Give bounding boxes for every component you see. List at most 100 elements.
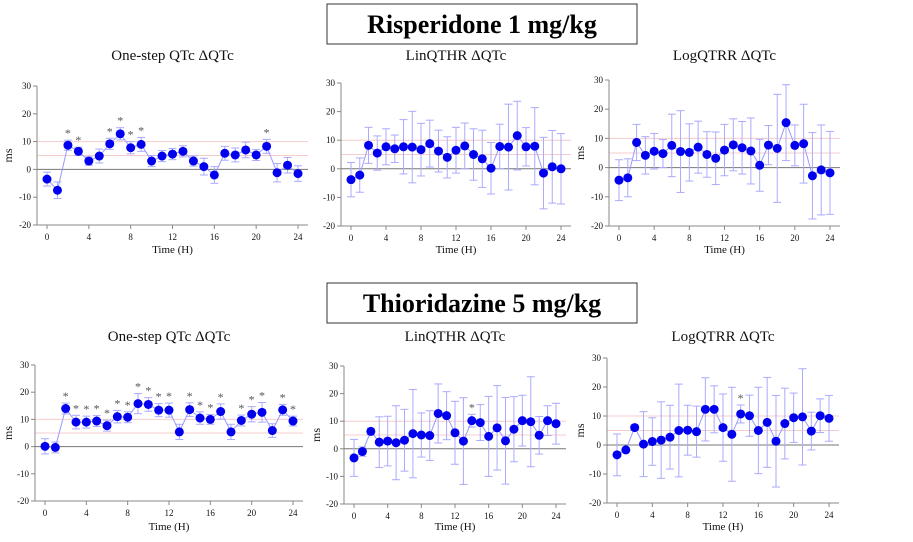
x-tick-label: 16 [754,510,764,520]
data-point [825,168,835,178]
data-point [416,430,426,440]
x-tick-label: 0 [615,510,620,520]
data-point [407,142,417,152]
significance-marker: * [117,114,123,128]
significance-marker: * [135,380,141,394]
y-tick-label: -10 [326,471,338,481]
data-point [433,408,443,418]
data-point [451,145,461,155]
data-point [434,146,443,156]
data-point [136,139,146,149]
data-point [728,140,738,150]
significance-marker: * [65,126,71,140]
data-point [374,437,384,447]
y-tick-label: 10 [326,135,336,145]
data-point [762,417,772,427]
x-tick-label: 12 [168,232,177,242]
data-point [745,411,754,421]
x-tick-label: 24 [557,233,567,243]
x-tick-label: 0 [349,233,354,243]
chart-title: One-step QTc ΔQTc [111,48,234,64]
data-point [400,435,409,445]
data-point [450,428,460,438]
data-point [709,404,719,414]
data-point [293,169,303,179]
x-tick-label: 8 [419,233,424,243]
data-point [632,137,642,147]
data-point [658,149,668,159]
x-tick-label: 12 [165,508,174,518]
significance-marker: * [218,390,224,404]
chart-panel-1: One-step QTc ΔQTc -20 -10 0 10 20 30 0 4 8 12 16 20 2… [1,48,308,256]
data-point [711,153,721,163]
data-point [105,139,115,149]
y-tick-label: -20 [323,221,335,231]
significance-marker: * [94,402,100,416]
chart-panel-3: LogQTRR ΔQTc -20 -10 0 10 20 30 0 4 8 12 16 20 24 Time… [573,48,840,256]
data-point [790,140,800,150]
y-tick-label: 20 [22,109,32,119]
significance-marker: * [280,390,286,404]
data-point [621,445,631,455]
significance-marker: * [187,389,193,403]
data-point [521,142,531,152]
significance-marker: * [83,402,89,416]
data-point [133,399,143,409]
data-point [157,151,167,161]
x-tick-label: 24 [294,232,304,242]
x-tick-label: 20 [247,508,257,518]
x-tick-label: 4 [87,232,92,242]
data-point [399,142,408,152]
y-tick-label: -10 [591,192,603,202]
data-point [763,140,773,150]
data-point [40,441,50,451]
data-point [442,411,452,421]
x-tick-label: 16 [487,233,497,243]
data-point [667,140,677,150]
data-point [84,156,94,166]
x-tick-label: 8 [687,233,692,243]
y-tick-label: 10 [22,137,32,147]
significance-marker: * [238,401,244,415]
data-point [824,413,834,423]
data-point [755,160,765,170]
significance-marker: * [166,389,172,403]
x-tick-label: 12 [719,510,728,520]
y-tick-label: -10 [19,192,31,202]
data-point [551,419,561,429]
data-point [349,453,359,463]
data-point [63,140,73,150]
x-tick-label: 16 [755,233,765,243]
x-axis-label: Time (H) [436,244,477,256]
x-axis-label: Time (H) [703,521,744,533]
x-tick-label: 24 [826,233,836,243]
chart-title: LogQTRR ΔQTc [673,48,777,64]
data-point [467,416,477,426]
x-tick-label: 24 [552,511,562,521]
data-point [147,156,157,166]
data-point [390,144,400,154]
data-point [477,154,487,164]
data-point [283,160,293,170]
significance-marker: * [114,396,120,410]
significance-marker: * [107,124,113,138]
x-tick-label: 24 [825,510,835,520]
data-point [251,150,261,160]
data-point [781,118,791,128]
y-tick-label: -20 [326,499,338,509]
data-point [112,412,122,422]
data-point [484,431,494,441]
data-point [195,413,205,423]
data-point [509,424,519,434]
data-point [780,419,790,429]
data-point [425,139,435,149]
significance-marker: * [73,401,79,415]
data-point [736,409,746,419]
data-point [199,162,209,172]
x-tick-label: 20 [252,232,262,242]
data-point [746,146,756,156]
significance-marker: * [469,400,475,414]
y-tick-label: 30 [20,360,30,370]
y-tick-label: 10 [329,416,339,426]
data-point [71,417,81,427]
